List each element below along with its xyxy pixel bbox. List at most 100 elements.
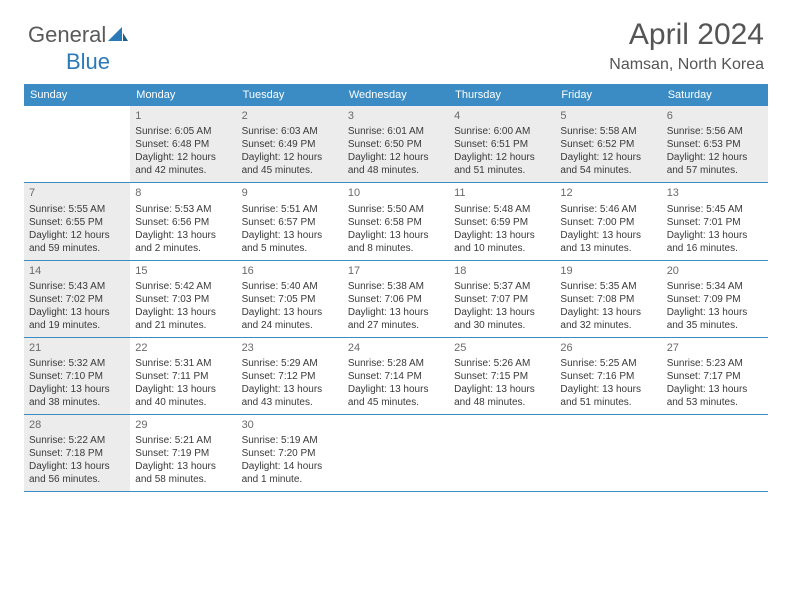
day-number: 20 xyxy=(667,264,763,278)
day-info: Sunrise: 5:29 AMSunset: 7:12 PMDaylight:… xyxy=(242,357,338,409)
sunrise-text: Sunrise: 5:38 AM xyxy=(348,280,444,293)
sunset-text: Sunset: 6:58 PM xyxy=(348,216,444,229)
daylight-text: Daylight: 12 hours and 48 minutes. xyxy=(348,151,444,177)
day-info: Sunrise: 5:46 AMSunset: 7:00 PMDaylight:… xyxy=(560,203,656,255)
sunset-text: Sunset: 6:53 PM xyxy=(667,138,763,151)
day-info: Sunrise: 5:35 AMSunset: 7:08 PMDaylight:… xyxy=(560,280,656,332)
sunset-text: Sunset: 7:06 PM xyxy=(348,293,444,306)
day-info: Sunrise: 5:25 AMSunset: 7:16 PMDaylight:… xyxy=(560,357,656,409)
sunrise-text: Sunrise: 5:45 AM xyxy=(667,203,763,216)
day-info: Sunrise: 5:40 AMSunset: 7:05 PMDaylight:… xyxy=(242,280,338,332)
page-title: April 2024 xyxy=(629,18,764,52)
day-cell xyxy=(343,415,449,491)
day-info: Sunrise: 5:19 AMSunset: 7:20 PMDaylight:… xyxy=(242,434,338,486)
day-cell xyxy=(662,415,768,491)
day-number: 15 xyxy=(135,264,231,278)
sunset-text: Sunset: 6:48 PM xyxy=(135,138,231,151)
location-text: Namsan, North Korea xyxy=(609,56,764,74)
weekday-header: Wednesday xyxy=(343,84,449,106)
day-cell: 6Sunrise: 5:56 AMSunset: 6:53 PMDaylight… xyxy=(662,106,768,182)
week-row: 28Sunrise: 5:22 AMSunset: 7:18 PMDayligh… xyxy=(24,415,768,492)
day-number: 22 xyxy=(135,341,231,355)
sunrise-text: Sunrise: 5:29 AM xyxy=(242,357,338,370)
sunset-text: Sunset: 6:50 PM xyxy=(348,138,444,151)
daylight-text: Daylight: 12 hours and 57 minutes. xyxy=(667,151,763,177)
daylight-text: Daylight: 13 hours and 27 minutes. xyxy=(348,306,444,332)
sunset-text: Sunset: 7:07 PM xyxy=(454,293,550,306)
sunrise-text: Sunrise: 5:26 AM xyxy=(454,357,550,370)
daylight-text: Daylight: 13 hours and 32 minutes. xyxy=(560,306,656,332)
day-number: 12 xyxy=(560,186,656,200)
sunrise-text: Sunrise: 5:37 AM xyxy=(454,280,550,293)
day-number: 23 xyxy=(242,341,338,355)
sunrise-text: Sunrise: 6:03 AM xyxy=(242,125,338,138)
daylight-text: Daylight: 13 hours and 53 minutes. xyxy=(667,383,763,409)
sunrise-text: Sunrise: 5:19 AM xyxy=(242,434,338,447)
sunset-text: Sunset: 7:10 PM xyxy=(29,370,125,383)
day-number: 5 xyxy=(560,109,656,123)
daylight-text: Daylight: 12 hours and 59 minutes. xyxy=(29,229,125,255)
day-info: Sunrise: 5:31 AMSunset: 7:11 PMDaylight:… xyxy=(135,357,231,409)
sunset-text: Sunset: 7:16 PM xyxy=(560,370,656,383)
day-number: 16 xyxy=(242,264,338,278)
sunset-text: Sunset: 7:20 PM xyxy=(242,447,338,460)
day-cell: 25Sunrise: 5:26 AMSunset: 7:15 PMDayligh… xyxy=(449,338,555,414)
day-info: Sunrise: 5:38 AMSunset: 7:06 PMDaylight:… xyxy=(348,280,444,332)
weekday-header-row: SundayMondayTuesdayWednesdayThursdayFrid… xyxy=(24,84,768,106)
sunset-text: Sunset: 7:00 PM xyxy=(560,216,656,229)
day-cell: 9 Sunrise: 5:51 AMSunset: 6:57 PMDaylight… xyxy=(237,183,343,259)
day-number: 9 xyxy=(242,186,338,200)
daylight-text: Daylight: 13 hours and 8 minutes. xyxy=(348,229,444,255)
sunset-text: Sunset: 6:59 PM xyxy=(454,216,550,229)
day-number: 1 xyxy=(135,109,231,123)
daylight-text: Daylight: 12 hours and 45 minutes. xyxy=(242,151,338,177)
day-number: 11 xyxy=(454,186,550,200)
sunset-text: Sunset: 6:52 PM xyxy=(560,138,656,151)
day-number: 28 xyxy=(29,418,125,432)
daylight-text: Daylight: 13 hours and 21 minutes. xyxy=(135,306,231,332)
daylight-text: Daylight: 13 hours and 58 minutes. xyxy=(135,460,231,486)
day-cell: 16 Sunrise: 5:40 AMSunset: 7:05 PMDayligh… xyxy=(237,261,343,337)
day-cell: 7Sunrise: 5:55 AMSunset: 6:55 PMDaylight… xyxy=(24,183,130,259)
daylight-text: Daylight: 13 hours and 30 minutes. xyxy=(454,306,550,332)
daylight-text: Daylight: 13 hours and 13 minutes. xyxy=(560,229,656,255)
weekday-header: Sunday xyxy=(24,84,130,106)
day-number: 29 xyxy=(135,418,231,432)
sunset-text: Sunset: 6:57 PM xyxy=(242,216,338,229)
sunset-text: Sunset: 6:56 PM xyxy=(135,216,231,229)
day-cell: 30Sunrise: 5:19 AMSunset: 7:20 PMDayligh… xyxy=(237,415,343,491)
sunrise-text: Sunrise: 5:40 AM xyxy=(242,280,338,293)
sunset-text: Sunset: 6:55 PM xyxy=(29,216,125,229)
daylight-text: Daylight: 13 hours and 24 minutes. xyxy=(242,306,338,332)
day-cell: 5Sunrise: 5:58 AMSunset: 6:52 PMDaylight… xyxy=(555,106,661,182)
sunset-text: Sunset: 7:18 PM xyxy=(29,447,125,460)
sunset-text: Sunset: 7:08 PM xyxy=(560,293,656,306)
day-cell: 21Sunrise: 5:32 AMSunset: 7:10 PMDayligh… xyxy=(24,338,130,414)
sunrise-text: Sunrise: 5:31 AM xyxy=(135,357,231,370)
day-info: Sunrise: 6:01 AMSunset: 6:50 PMDaylight:… xyxy=(348,125,444,177)
sunrise-text: Sunrise: 5:46 AM xyxy=(560,203,656,216)
day-cell: 1Sunrise: 6:05 AMSunset: 6:48 PMDaylight… xyxy=(130,106,236,182)
calendar: SundayMondayTuesdayWednesdayThursdayFrid… xyxy=(24,84,768,492)
daylight-text: Daylight: 13 hours and 45 minutes. xyxy=(348,383,444,409)
daylight-text: Daylight: 13 hours and 19 minutes. xyxy=(29,306,125,332)
day-number: 27 xyxy=(667,341,763,355)
day-info: Sunrise: 5:23 AMSunset: 7:17 PMDaylight:… xyxy=(667,357,763,409)
weekday-header: Friday xyxy=(555,84,661,106)
day-number: 2 xyxy=(242,109,338,123)
day-info: Sunrise: 5:51 AMSunset: 6:57 PMDaylight:… xyxy=(242,203,338,255)
daylight-text: Daylight: 12 hours and 42 minutes. xyxy=(135,151,231,177)
day-info: Sunrise: 5:32 AMSunset: 7:10 PMDaylight:… xyxy=(29,357,125,409)
daylight-text: Daylight: 13 hours and 38 minutes. xyxy=(29,383,125,409)
day-cell xyxy=(555,415,661,491)
day-cell: 8Sunrise: 5:53 AMSunset: 6:56 PMDaylight… xyxy=(130,183,236,259)
sunset-text: Sunset: 7:15 PM xyxy=(454,370,550,383)
sunrise-text: Sunrise: 5:51 AM xyxy=(242,203,338,216)
day-cell xyxy=(449,415,555,491)
day-info: Sunrise: 5:43 AMSunset: 7:02 PMDaylight:… xyxy=(29,280,125,332)
sunrise-text: Sunrise: 5:53 AM xyxy=(135,203,231,216)
day-info: Sunrise: 5:26 AMSunset: 7:15 PMDaylight:… xyxy=(454,357,550,409)
daylight-text: Daylight: 13 hours and 40 minutes. xyxy=(135,383,231,409)
week-row: 14Sunrise: 5:43 AMSunset: 7:02 PMDayligh… xyxy=(24,261,768,338)
daylight-text: Daylight: 12 hours and 54 minutes. xyxy=(560,151,656,177)
